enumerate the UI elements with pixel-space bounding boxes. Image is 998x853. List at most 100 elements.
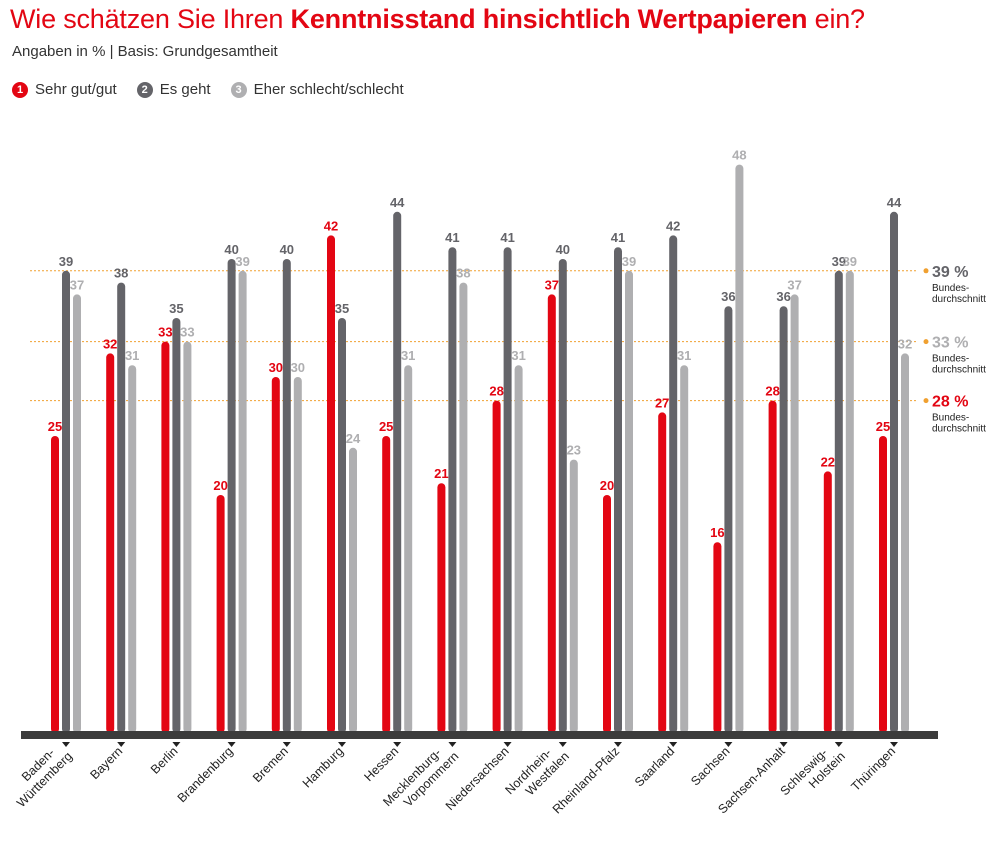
category-label-line: Thüringen — [848, 744, 898, 794]
bar-eher-schlecht — [349, 447, 357, 733]
category-label-line: Bayern — [87, 744, 125, 782]
bar-sehr-gut — [547, 294, 556, 733]
bar-es-geht — [282, 259, 291, 733]
legend-label: Sehr gut/gut — [35, 81, 117, 98]
bar-eher-schlecht — [680, 365, 689, 733]
category-label-line: Saarland — [632, 744, 677, 789]
bar-es-geht — [62, 270, 70, 733]
bar-value-label: 31 — [401, 348, 415, 363]
tick-marker — [558, 742, 567, 747]
category-label: Bayern — [87, 744, 125, 782]
legend-item-2: 2 Es geht — [136, 81, 211, 98]
bar-eher-schlecht — [404, 365, 413, 733]
bar-value-label: 36 — [721, 289, 735, 304]
bar-value-label: 44 — [887, 195, 902, 210]
bar-value-label: 40 — [556, 242, 570, 257]
bar-value-label: 31 — [511, 348, 525, 363]
tick-marker — [227, 742, 236, 747]
category-label: Hessen — [361, 744, 401, 784]
category-label: Hamburg — [300, 744, 346, 790]
bar-value-label: 38 — [114, 266, 128, 281]
category-label: Thüringen — [848, 744, 898, 794]
bar-value-label: 37 — [70, 277, 84, 292]
tick-marker — [503, 742, 512, 747]
bar-value-label: 23 — [567, 443, 581, 458]
bar-value-label: 25 — [48, 419, 62, 434]
tick-marker — [338, 742, 346, 747]
bar-sehr-gut — [879, 436, 887, 733]
legend-number-badge: 3 — [230, 81, 247, 98]
bar-es-geht — [503, 247, 512, 733]
bar-value-label: 20 — [213, 478, 227, 493]
bar-es-geht — [669, 235, 678, 733]
bar-value-label: 32 — [103, 336, 117, 351]
legend: 1 Sehr gut/gut 2 Es geht 3 Eher schlecht… — [12, 81, 424, 98]
bar-value-label: 25 — [379, 419, 393, 434]
tick-marker — [117, 742, 126, 747]
bar-eher-schlecht — [183, 341, 192, 733]
average-marker-dot — [923, 268, 929, 274]
title-bold-part: Kenntnisstand hinsichtlich Wertpapieren — [290, 4, 808, 34]
bar-value-label: 38 — [456, 266, 470, 281]
bar-es-geht — [172, 318, 181, 733]
bar-es-geht — [117, 282, 126, 733]
average-marker-dot — [923, 398, 929, 404]
bar-sehr-gut — [658, 412, 667, 733]
tick-marker — [890, 742, 898, 747]
bar-eher-schlecht — [459, 282, 468, 733]
bar-sehr-gut — [823, 471, 832, 733]
bar-value-label: 33 — [180, 325, 194, 340]
bar-es-geht — [890, 211, 898, 734]
bar-sehr-gut — [271, 377, 280, 733]
category-label: Baden-Württemberg — [3, 739, 75, 811]
chart-subtitle: Angaben in % | Basis: Grundgesamtheit — [12, 43, 278, 60]
category-label-line: Brandenburg — [175, 744, 236, 805]
bar-value-label: 24 — [346, 431, 361, 446]
bar-sehr-gut — [603, 495, 611, 733]
legend-label: Eher schlecht/schlecht — [253, 81, 404, 98]
average-label: Bundes- — [932, 283, 969, 294]
bar-value-label: 39 — [59, 254, 73, 269]
bar-value-label: 40 — [280, 242, 294, 257]
average-label: Bundes- — [932, 413, 969, 424]
bar-value-label: 33 — [158, 325, 172, 340]
legend-item-3: 3 Eher schlecht/schlecht — [230, 81, 404, 98]
category-label-line: Sachsen — [688, 744, 732, 788]
average-label: Bundes- — [932, 354, 969, 365]
bar-value-label: 42 — [666, 218, 680, 233]
bar-value-label: 27 — [655, 395, 669, 410]
legend-number-badge: 1 — [12, 81, 28, 98]
bar-value-label: 28 — [765, 384, 779, 399]
category-label: Schleswig-Holstein — [778, 739, 848, 809]
bar-es-geht — [393, 211, 402, 734]
tick-marker — [62, 742, 70, 747]
bar-value-label: 31 — [125, 348, 139, 363]
average-label: durchschnitt — [932, 365, 986, 376]
bar-eher-schlecht — [735, 164, 744, 734]
bar-value-label: 31 — [677, 348, 691, 363]
bar-es-geht — [227, 259, 236, 733]
bar-eher-schlecht — [569, 459, 578, 733]
bar-value-label: 48 — [732, 148, 746, 163]
bar-es-geht — [614, 247, 622, 733]
bar-value-label: 37 — [787, 277, 801, 292]
tick-marker — [448, 742, 457, 747]
bar-value-label: 40 — [224, 242, 238, 257]
bar-sehr-gut — [106, 353, 115, 733]
average-value: 39 % — [932, 264, 968, 281]
bar-eher-schlecht — [73, 294, 81, 733]
bar-sehr-gut — [327, 235, 335, 733]
bar-value-label: 16 — [710, 525, 724, 540]
legend-number-badge: 2 — [136, 81, 153, 98]
bar-value-label: 41 — [611, 230, 625, 245]
tick-marker — [724, 742, 733, 747]
bar-value-label: 39 — [832, 254, 846, 269]
bar-es-geht — [448, 247, 457, 733]
bar-eher-schlecht — [128, 365, 137, 733]
bar-es-geht — [779, 306, 788, 733]
bar-value-label: 39 — [843, 254, 857, 269]
bar-value-label: 30 — [269, 360, 283, 375]
bar-eher-schlecht — [293, 377, 302, 733]
average-label: durchschnitt — [932, 424, 986, 435]
average-value: 28 % — [932, 394, 968, 411]
